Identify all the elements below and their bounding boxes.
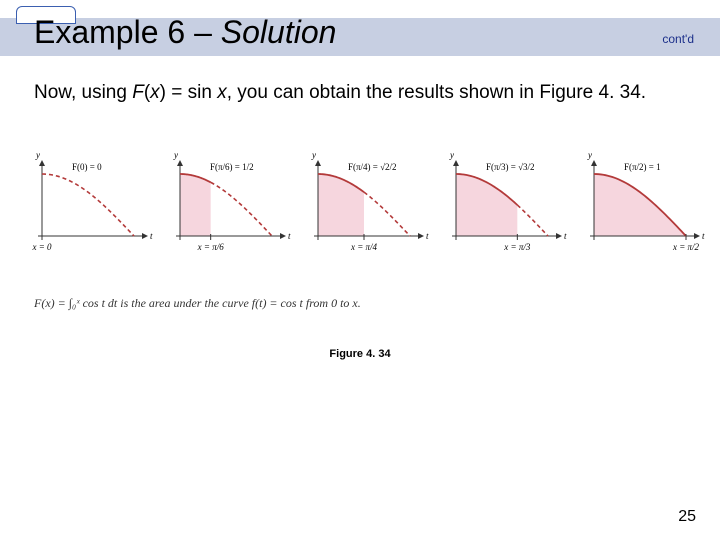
panel-F-label: F(π/2) = 1 xyxy=(624,162,661,172)
y-axis-label: y xyxy=(173,150,178,160)
body-x: x xyxy=(150,82,160,103)
x-axis-label: t xyxy=(288,231,291,241)
chart-panel-0: y t F(0) = 0 x = 0 xyxy=(18,148,154,268)
x-axis-label: t xyxy=(702,231,705,241)
body-F: F xyxy=(132,82,144,103)
body-text: Now, using F(x) = sin x, you can obtain … xyxy=(34,80,690,106)
y-axis-label: y xyxy=(449,150,454,160)
y-axis-label: y xyxy=(587,150,592,160)
chart-panel-4: y t F(π/2) = 1 x = π/2 xyxy=(570,148,706,268)
curve-dashed xyxy=(517,205,548,236)
page-number: 25 xyxy=(678,508,696,526)
figure-row: y t F(0) = 0 x = 0 y t F(π/6) = 1/2 x = π/6 y t F(… xyxy=(18,148,706,268)
chart-panel-3: y t F(π/3) = √3/2 x = π/3 xyxy=(432,148,568,268)
panel-F-label: F(π/3) = √3/2 xyxy=(486,162,535,172)
panel-F-label: F(0) = 0 xyxy=(72,162,102,172)
body-x2: x xyxy=(217,82,227,103)
title-solution: Solution xyxy=(221,14,337,50)
curve-dashed xyxy=(364,192,410,236)
chart-svg-3: y t F(π/3) = √3/2 x = π/3 xyxy=(432,148,568,268)
y-axis-label: y xyxy=(311,150,316,160)
panel-x-label: x = π/3 xyxy=(503,242,531,252)
contd-label: cont'd xyxy=(662,32,694,46)
figure-caption: F(x) = ∫₀ˣ cos t dt is the area under th… xyxy=(34,296,361,311)
fill-region xyxy=(318,174,364,236)
x-arrow-icon xyxy=(142,233,148,239)
slide-title: Example 6 – Solution xyxy=(34,14,336,51)
x-arrow-icon xyxy=(280,233,286,239)
chart-svg-4: y t F(π/2) = 1 x = π/2 xyxy=(570,148,706,268)
x-arrow-icon xyxy=(556,233,562,239)
body-post: , you can obtain the results shown in Fi… xyxy=(227,82,646,103)
y-arrow-icon xyxy=(39,160,45,166)
curve-dashed xyxy=(42,174,134,236)
chart-panel-1: y t F(π/6) = 1/2 x = π/6 xyxy=(156,148,292,268)
title-row: Example 6 – Solution cont'd xyxy=(34,14,700,51)
chart-svg-2: y t F(π/4) = √2/2 x = π/4 xyxy=(294,148,430,268)
panel-x-label: x = 0 xyxy=(31,242,52,252)
x-axis-label: t xyxy=(150,231,153,241)
panel-x-label: x = π/6 xyxy=(197,242,225,252)
panel-x-label: x = π/2 xyxy=(672,242,700,252)
body-eq: = sin xyxy=(166,82,217,103)
panel-F-label: F(π/4) = √2/2 xyxy=(348,162,397,172)
panel-F-label: F(π/6) = 1/2 xyxy=(210,162,254,172)
y-arrow-icon xyxy=(177,160,183,166)
chart-panel-2: y t F(π/4) = √2/2 x = π/4 xyxy=(294,148,430,268)
curve-dashed xyxy=(211,182,272,236)
panel-x-label: x = π/4 xyxy=(350,242,378,252)
y-arrow-icon xyxy=(453,160,459,166)
y-arrow-icon xyxy=(591,160,597,166)
x-arrow-icon xyxy=(418,233,424,239)
title-prefix: Example 6 – xyxy=(34,14,221,50)
x-axis-label: t xyxy=(426,231,429,241)
body-pre: Now, using xyxy=(34,82,132,103)
y-axis-label: y xyxy=(35,150,40,160)
fill-region xyxy=(594,174,686,236)
y-arrow-icon xyxy=(315,160,321,166)
x-arrow-icon xyxy=(694,233,700,239)
chart-svg-1: y t F(π/6) = 1/2 x = π/6 xyxy=(156,148,292,268)
x-axis-label: t xyxy=(564,231,567,241)
fill-region xyxy=(180,174,211,236)
figure-label: Figure 4. 34 xyxy=(0,348,720,360)
chart-svg-0: y t F(0) = 0 x = 0 xyxy=(18,148,154,268)
